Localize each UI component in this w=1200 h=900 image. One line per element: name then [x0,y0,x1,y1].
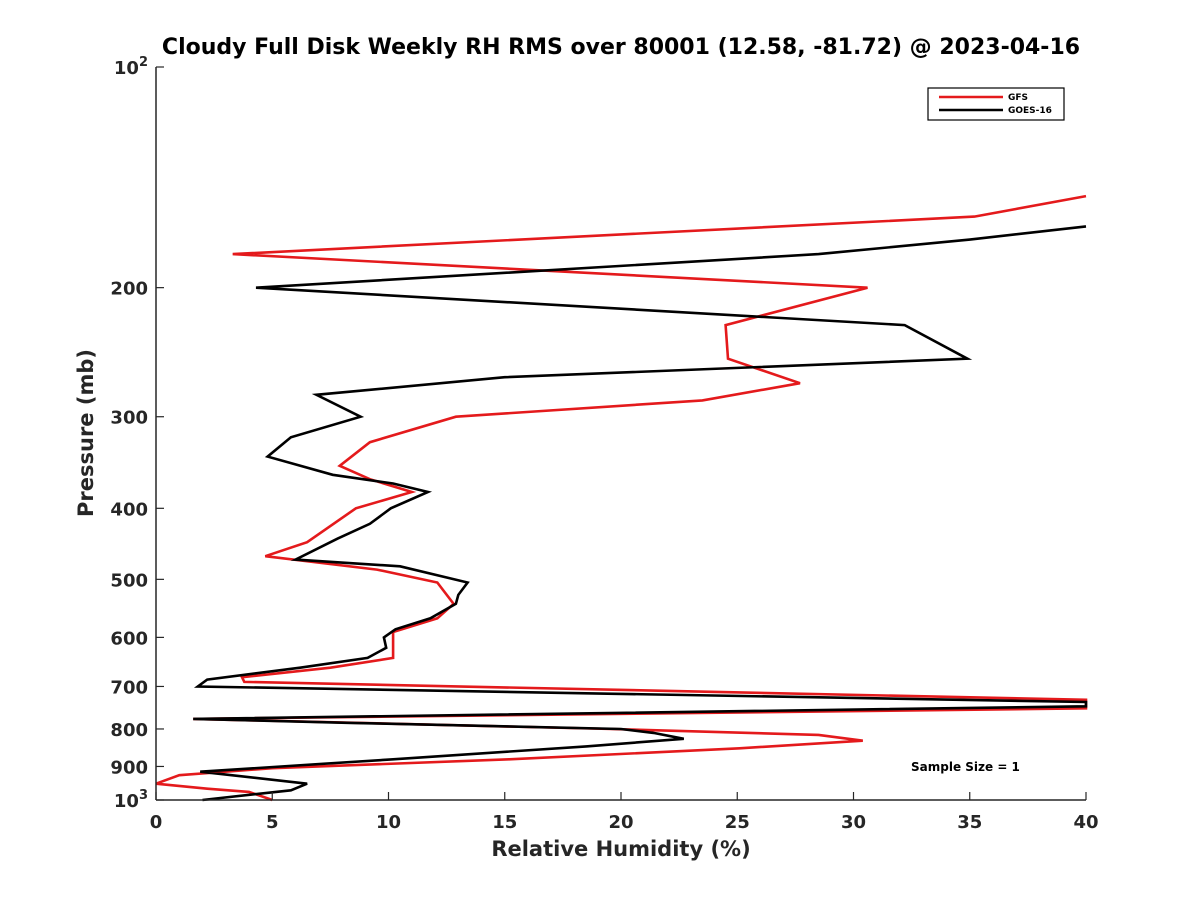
x-tick-label: 15 [492,812,517,833]
x-tick-label: 20 [608,812,633,833]
y-tick-label: 900 [110,757,148,778]
y-axis-label: Pressure (mb) [74,349,98,517]
legend: GFS GOES-16 [927,87,1065,121]
axis-ticks: 0 5 10 15 20 25 30 35 40 102 200 300 400 500 600 700 800… [110,55,1098,833]
y-tick-label: 103 [114,788,148,812]
plot-area [156,67,1086,800]
sample-size-annotation: Sample Size = 1 [911,760,1020,774]
y-tick-label: 300 [110,408,148,429]
y-tick-label: 200 [110,279,148,300]
chart-title: Cloudy Full Disk Weekly RH RMS over 8000… [162,35,1080,60]
x-tick-label: 30 [841,812,866,833]
x-tick-label: 25 [725,812,750,833]
x-tick-label: 5 [266,812,279,833]
legend-label-goes16: GOES-16 [1008,106,1052,116]
series-lines [155,194,1088,802]
x-tick-label: 10 [376,812,401,833]
series-line-gfs [155,194,1088,802]
legend-label-gfs: GFS [1008,93,1028,103]
x-tick-label: 0 [150,812,163,833]
y-tick-label: 400 [110,499,148,520]
y-tick-label: 800 [110,720,148,741]
y-tick-label: 600 [110,628,148,649]
x-tick-label: 35 [957,812,982,833]
series-line-goes16 [193,225,1088,802]
x-tick-label: 40 [1073,812,1098,833]
x-axis-label: Relative Humidity (%) [491,837,750,861]
legend-box [927,87,1065,121]
y-tick-label: 500 [110,570,148,591]
y-tick-label: 102 [114,55,148,79]
y-tick-label: 700 [110,677,148,698]
